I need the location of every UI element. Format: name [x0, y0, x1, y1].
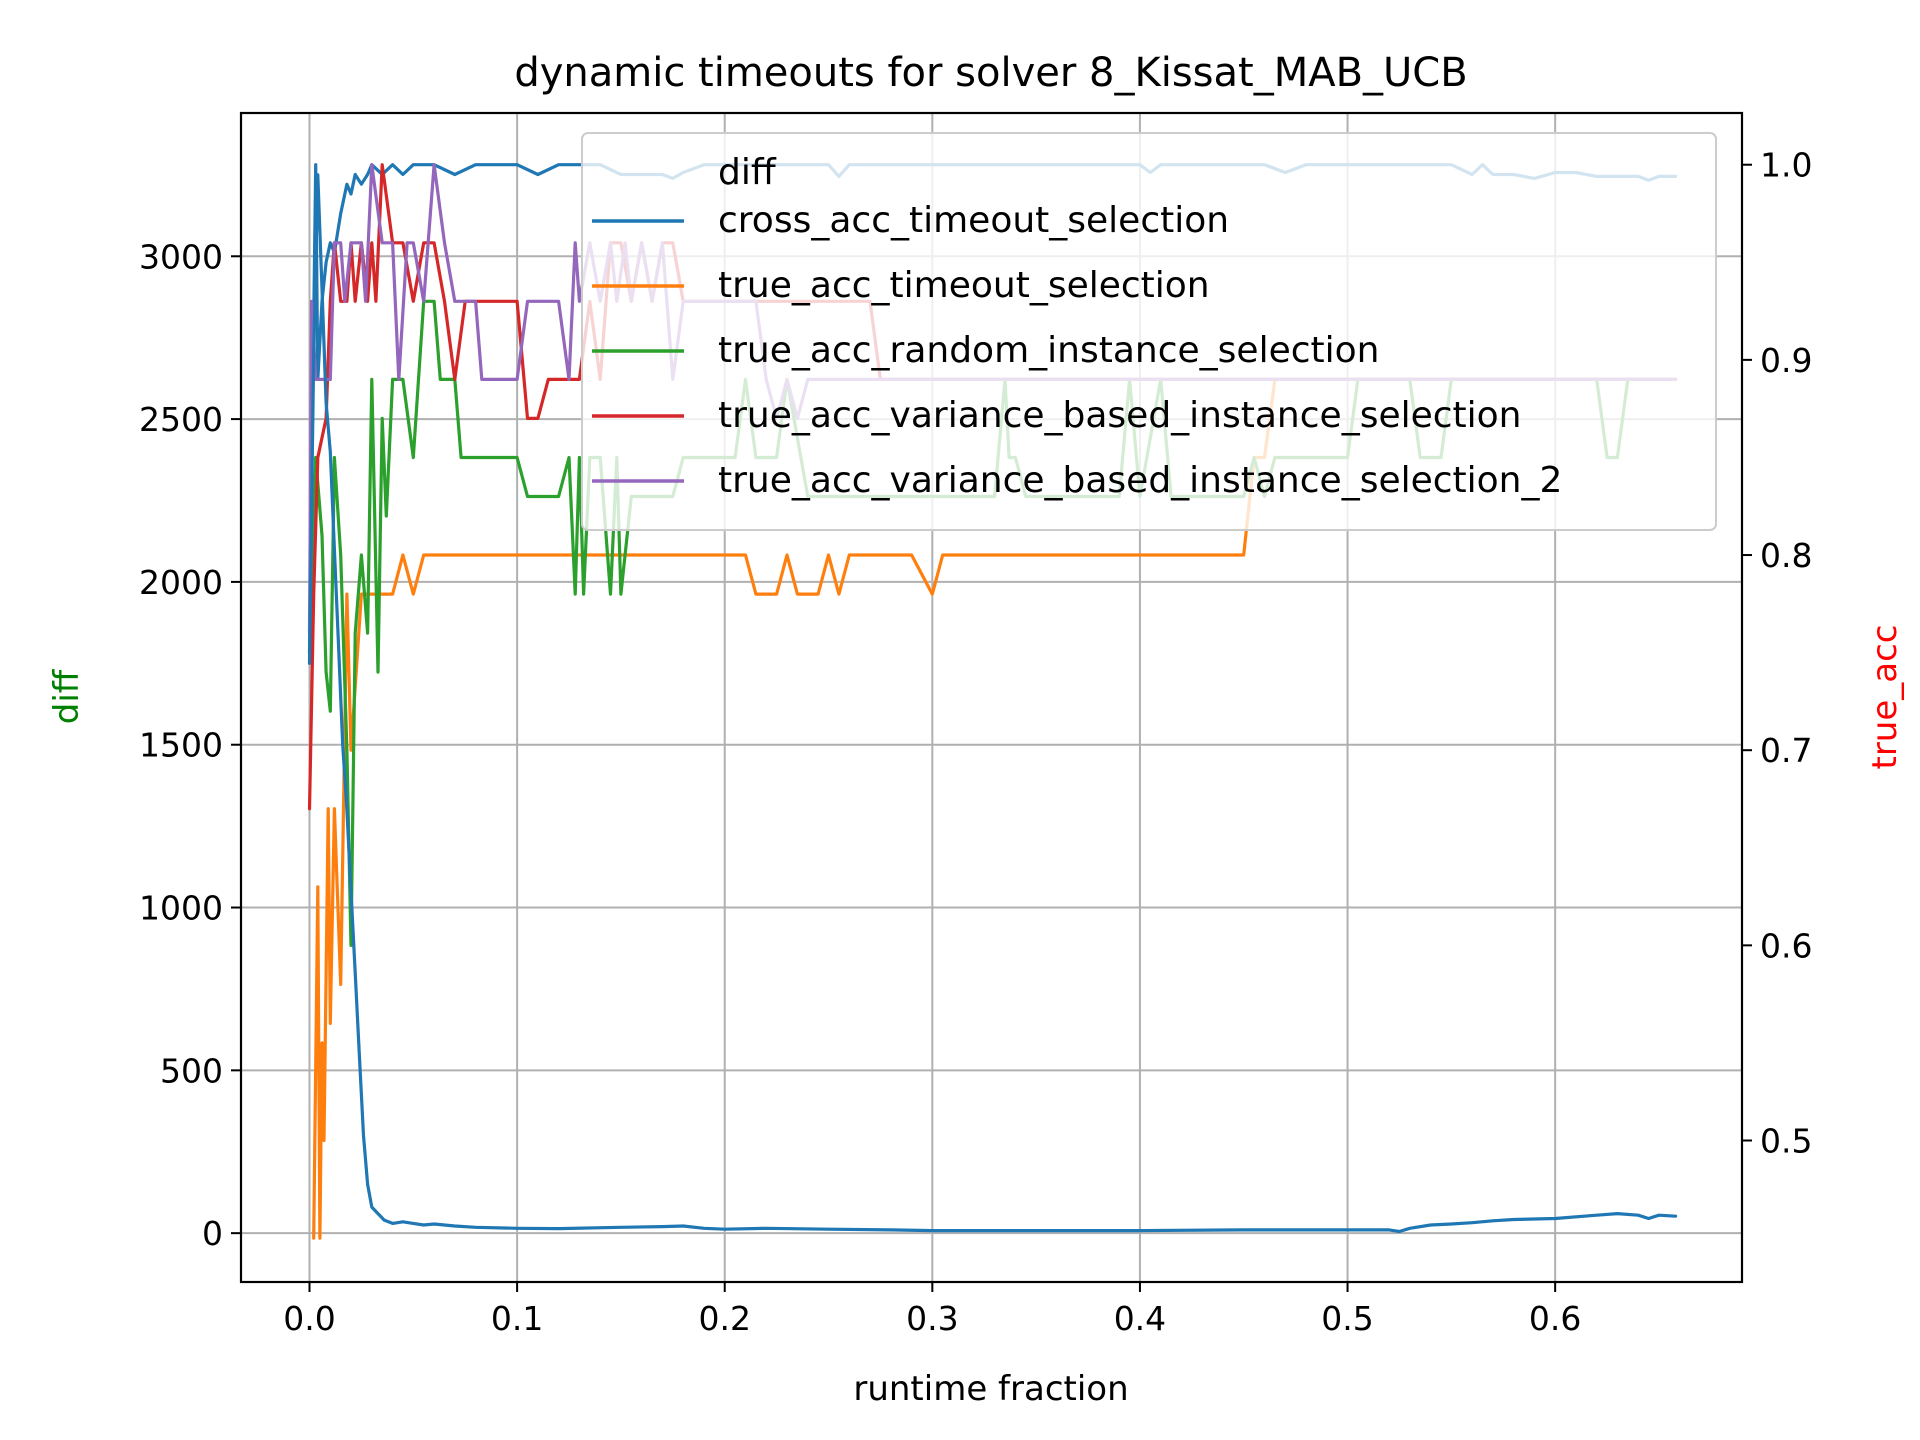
right-y-tick-label: 0.6 [1760, 926, 1812, 965]
x-tick-label: 0.5 [1321, 1299, 1373, 1338]
legend-entry-label: true_acc_variance_based_instance_selecti… [718, 460, 1562, 501]
left-y-axis: 0 500 1000 1500 2000 2500 3000 [139, 237, 241, 1253]
legend-entry-label: cross_acc_timeout_selection [718, 200, 1229, 241]
left-y-tick-label: 1000 [139, 889, 223, 928]
left-y-tick-label: 2000 [139, 563, 223, 602]
right-y-axis-label: true_acc [1865, 625, 1905, 770]
right-y-axis: 0.5 0.6 0.7 0.8 0.9 1.0 [1742, 146, 1812, 1161]
plot-frame [239, 111, 1744, 1284]
left-y-tick-label: 2500 [139, 400, 223, 439]
legend-entry-label: true_acc_timeout_selection [718, 265, 1210, 306]
x-tick-label: 0.3 [906, 1299, 958, 1338]
legend: diff cross_acc_timeout_selection true_acc… [581, 132, 1717, 531]
legend-entry-label: true_acc_variance_based_instance_selecti… [718, 395, 1522, 436]
x-axis-label: runtime fraction [853, 1369, 1128, 1409]
x-axis: 0.0 0.1 0.2 0.3 0.4 0.5 0.6 [283, 1282, 1581, 1338]
left-y-axis-label: diff [47, 668, 87, 724]
legend-box [581, 132, 1717, 531]
right-y-tick-label: 0.5 [1760, 1122, 1812, 1161]
series-line-true-acc-timeout-selection [312, 377, 1678, 1240]
legend-entry-label: true_acc_random_instance_selection [718, 330, 1379, 371]
legend-entries: cross_acc_timeout_selection true_acc_time… [592, 200, 1562, 501]
right-y-tick-label: 0.9 [1760, 341, 1812, 380]
x-tick-label: 0.1 [491, 1299, 543, 1338]
right-y-tick-label: 0.7 [1760, 731, 1812, 770]
left-y-tick-label: 0 [202, 1214, 223, 1253]
left-y-tick-label: 500 [160, 1051, 223, 1090]
x-tick-label: 0.0 [283, 1299, 335, 1338]
left-y-tick-label: 3000 [139, 237, 223, 276]
right-y-tick-label: 0.8 [1760, 536, 1812, 575]
legend-title: diff [718, 152, 777, 193]
left-y-tick-label: 1500 [139, 726, 223, 765]
right-y-tick-label: 1.0 [1760, 146, 1812, 185]
x-tick-label: 0.2 [698, 1299, 750, 1338]
series-line-diff [307, 173, 1678, 1234]
chart-title: dynamic timeouts for solver 8_Kissat_MAB… [514, 50, 1467, 96]
x-tick-label: 0.4 [1114, 1299, 1166, 1338]
x-tick-label: 0.6 [1529, 1299, 1581, 1338]
